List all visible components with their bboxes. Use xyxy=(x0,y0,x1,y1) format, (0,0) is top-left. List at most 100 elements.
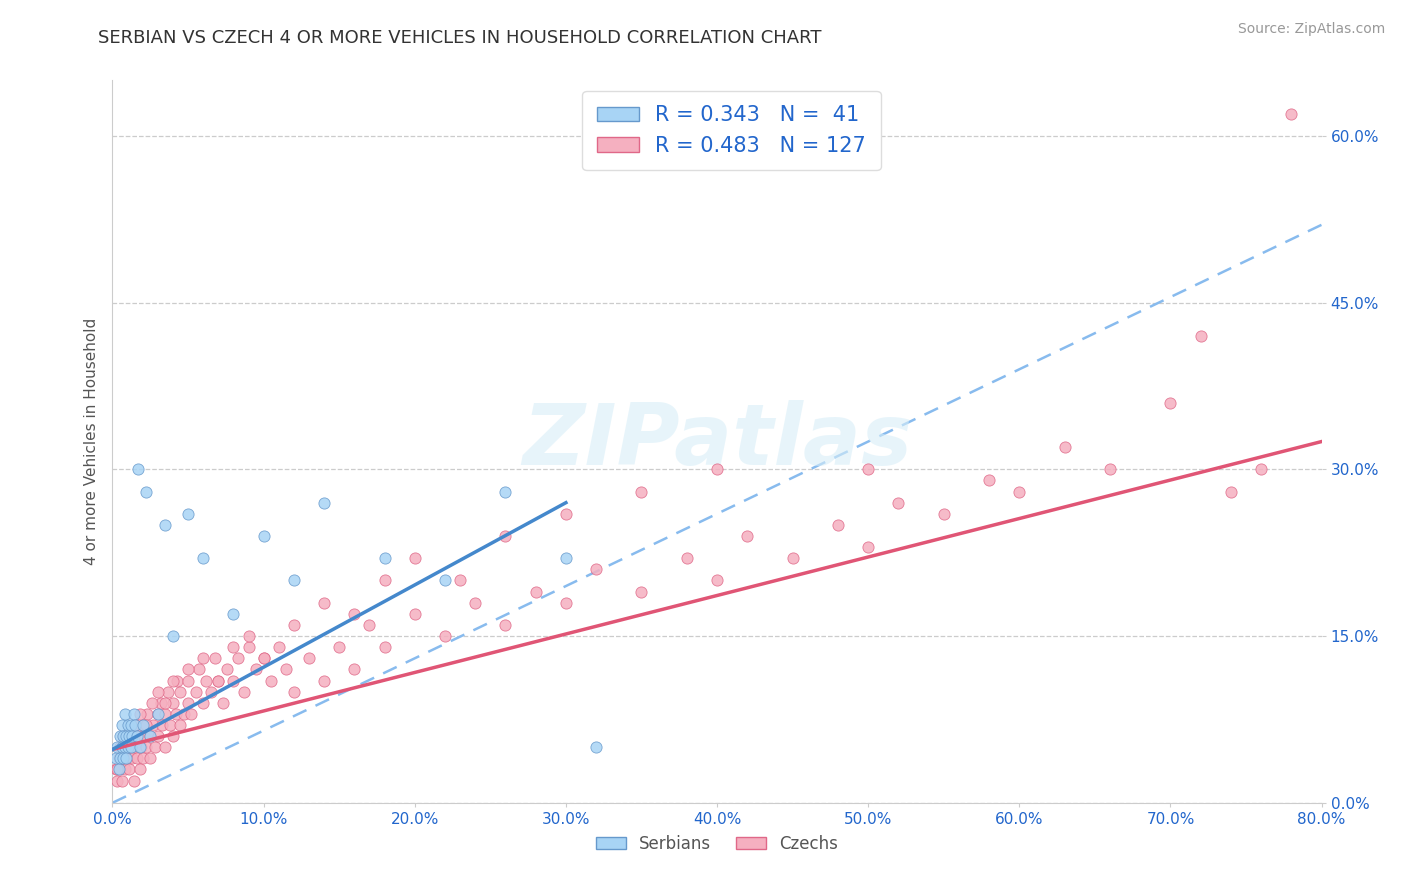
Point xyxy=(115,729,138,743)
Point xyxy=(112,729,135,743)
Point xyxy=(1220,484,1243,499)
Point xyxy=(932,507,955,521)
Point xyxy=(1189,329,1212,343)
Point xyxy=(298,651,321,665)
Point xyxy=(110,773,132,788)
Point xyxy=(117,740,139,755)
Point xyxy=(115,740,138,755)
Point xyxy=(253,529,276,543)
Point xyxy=(127,462,149,476)
Point xyxy=(283,618,305,632)
Point xyxy=(314,496,336,510)
Point xyxy=(1250,462,1272,476)
Point xyxy=(165,706,187,721)
Point xyxy=(328,640,350,655)
Point xyxy=(112,751,135,765)
Point xyxy=(120,740,142,755)
Point xyxy=(222,640,245,655)
Point xyxy=(191,696,214,710)
Point xyxy=(374,640,396,655)
Point xyxy=(162,696,184,710)
Point xyxy=(121,729,143,743)
Point xyxy=(554,507,576,521)
Point xyxy=(118,729,141,743)
Point xyxy=(157,684,180,698)
Point xyxy=(737,529,759,543)
Point xyxy=(129,740,152,755)
Point xyxy=(267,640,290,655)
Point xyxy=(374,574,396,588)
Point xyxy=(464,596,486,610)
Point xyxy=(166,673,188,688)
Point xyxy=(585,740,607,755)
Point xyxy=(222,607,245,621)
Point xyxy=(125,751,148,765)
Point xyxy=(108,763,131,777)
Point xyxy=(782,551,804,566)
Point xyxy=(238,640,260,655)
Point xyxy=(124,718,146,732)
Point xyxy=(128,706,150,721)
Point xyxy=(1279,106,1302,120)
Point xyxy=(104,763,127,777)
Point xyxy=(124,718,146,732)
Point xyxy=(200,684,222,698)
Point xyxy=(276,662,298,676)
Point xyxy=(177,696,200,710)
Point xyxy=(139,729,162,743)
Point xyxy=(105,740,128,755)
Point xyxy=(706,462,728,476)
Point xyxy=(180,706,202,721)
Point xyxy=(135,740,157,755)
Point xyxy=(211,696,233,710)
Point xyxy=(404,607,426,621)
Point xyxy=(207,673,229,688)
Point xyxy=(132,751,155,765)
Point xyxy=(162,729,184,743)
Point xyxy=(128,763,150,777)
Point xyxy=(155,706,177,721)
Point xyxy=(114,740,136,755)
Point xyxy=(1053,440,1076,454)
Point xyxy=(105,773,128,788)
Point xyxy=(134,729,156,743)
Point xyxy=(135,718,157,732)
Point xyxy=(112,751,135,765)
Point xyxy=(630,584,652,599)
Point xyxy=(141,696,163,710)
Point xyxy=(127,729,149,743)
Point xyxy=(260,673,283,688)
Point xyxy=(114,763,136,777)
Point xyxy=(124,740,146,755)
Point xyxy=(139,729,162,743)
Point xyxy=(207,673,229,688)
Point xyxy=(110,740,132,755)
Y-axis label: 4 or more Vehicles in Household: 4 or more Vehicles in Household xyxy=(83,318,98,566)
Point xyxy=(226,651,249,665)
Point xyxy=(233,684,256,698)
Point xyxy=(120,718,142,732)
Point xyxy=(110,751,132,765)
Point xyxy=(108,751,131,765)
Point xyxy=(105,763,128,777)
Point xyxy=(887,496,910,510)
Point xyxy=(121,751,143,765)
Point xyxy=(524,584,547,599)
Point xyxy=(675,551,697,566)
Point xyxy=(1159,395,1181,409)
Point xyxy=(118,763,141,777)
Point xyxy=(1008,484,1031,499)
Point xyxy=(122,773,145,788)
Point xyxy=(132,718,155,732)
Point xyxy=(128,740,150,755)
Point xyxy=(146,729,169,743)
Point xyxy=(977,474,1000,488)
Point xyxy=(115,751,138,765)
Point xyxy=(125,729,148,743)
Point xyxy=(108,740,131,755)
Legend: Serbians, Czechs: Serbians, Czechs xyxy=(589,828,845,860)
Point xyxy=(856,462,880,476)
Point xyxy=(162,673,184,688)
Point xyxy=(630,484,652,499)
Point xyxy=(359,618,381,632)
